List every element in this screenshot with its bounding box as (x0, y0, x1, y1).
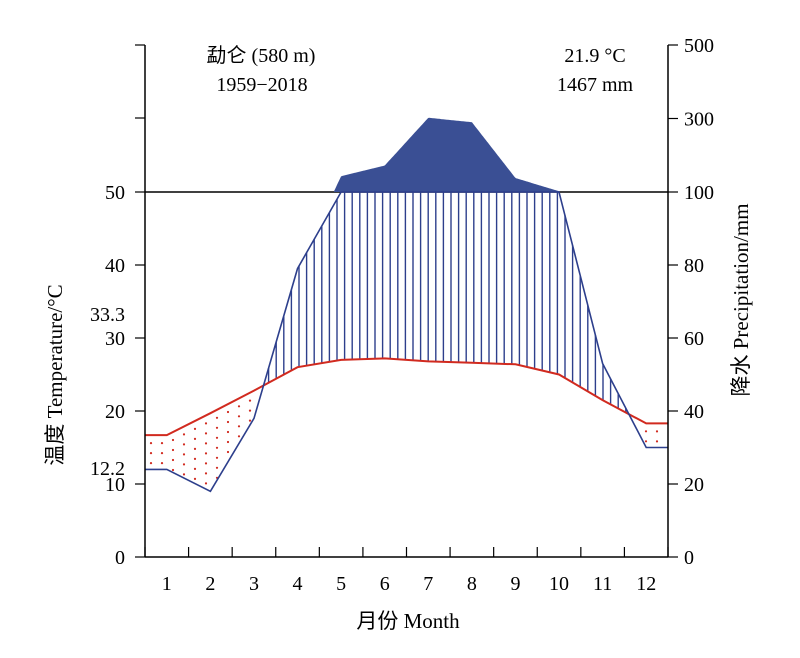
right-tick-label-40: 40 (684, 401, 704, 423)
left-tick-label-12-2: 12.2 (90, 458, 125, 480)
arid-dot-28 (215, 416, 219, 419)
right-tick-label-20: 20 (684, 474, 704, 496)
arid-dot-29 (215, 426, 219, 429)
annual-precipitation-label: 1467 mm (557, 74, 634, 96)
period-label: 1959−2018 (216, 74, 307, 96)
arid-dot-43 (237, 435, 241, 438)
month-label-2: 2 (205, 573, 215, 595)
month-label-10: 10 (549, 573, 569, 595)
arid-dot-4 (160, 452, 164, 455)
arid-dot-6 (171, 438, 175, 442)
precipitation-line (145, 191, 668, 493)
month-label-9: 9 (511, 573, 521, 595)
arid-dot-9 (171, 468, 175, 472)
month-label-6: 6 (380, 573, 390, 595)
arid-dot-25 (204, 462, 208, 465)
arid-dot-41 (237, 415, 241, 418)
arid-dot-0 (149, 442, 153, 445)
left-tick-label-33-3: 33.3 (90, 304, 125, 326)
arid-dot-22 (204, 432, 208, 435)
arid-dot-5 (160, 462, 164, 465)
arid-dot-26 (204, 472, 208, 475)
right-tick-label-300: 300 (684, 109, 714, 131)
arid-dot-44 (248, 399, 252, 402)
left-tick-label-40: 40 (105, 255, 125, 277)
arid-dot-48 (644, 440, 648, 443)
arid-dot-32 (215, 456, 219, 459)
mean-temperature-label: 21.9 °C (564, 45, 625, 67)
month-label-8: 8 (467, 573, 477, 595)
month-label-7: 7 (423, 573, 433, 595)
arid-dot-8 (171, 458, 175, 462)
month-label-5: 5 (336, 573, 346, 595)
series-lines (145, 191, 668, 493)
arid-dot-20 (193, 477, 197, 480)
month-label-12: 12 (636, 573, 656, 595)
arid-dot-12 (182, 453, 186, 456)
arid-dot-14 (182, 473, 186, 476)
arid-dot-40 (237, 405, 241, 408)
month-label-4: 4 (293, 573, 303, 595)
arid-dot-11 (182, 443, 186, 446)
arid-dot-38 (226, 440, 230, 444)
perhumid-fill (334, 117, 559, 192)
arid-dot-35 (226, 410, 230, 414)
arid-dot-39 (226, 450, 230, 454)
left-tick-label-30: 30 (105, 328, 125, 350)
arid-dot-50 (655, 440, 659, 443)
arid-dot-3 (160, 442, 164, 445)
right-tick-label-0: 0 (684, 547, 694, 569)
axes: 1 2 3 4 5 6 7 8 9 10 11 1201012.2203033.34050020406… (90, 35, 714, 595)
arid-dot-24 (204, 452, 208, 455)
month-label-1: 1 (162, 573, 172, 595)
right-axis-title: 降水 Precipitation/mm (729, 203, 753, 396)
arid-dot-46 (248, 419, 252, 422)
right-tick-label-80: 80 (684, 255, 704, 277)
x-axis-title: 月份 Month (356, 609, 460, 633)
month-label-11: 11 (593, 573, 612, 595)
arid-dot-30 (215, 436, 219, 439)
arid-dot-45 (248, 409, 252, 412)
left-axis-title: 温度 Temperature/°C (43, 284, 67, 465)
arid-dot-49 (655, 430, 659, 433)
arid-dot-47 (644, 430, 648, 433)
arid-dot-16 (193, 437, 197, 440)
month-label-3: 3 (249, 573, 259, 595)
arid-dot-33 (215, 466, 219, 469)
arid-dot-21 (204, 422, 208, 425)
right-tick-label-500: 500 (684, 35, 714, 57)
arid-dot-19 (193, 467, 197, 470)
station-label: 勐仑 (580 m) (207, 44, 316, 67)
left-tick-label-50: 50 (105, 182, 125, 204)
arid-dot-17 (193, 447, 197, 450)
arid-dot-23 (204, 442, 208, 445)
arid-dot-7 (171, 448, 175, 452)
arid-dot-1 (149, 452, 153, 455)
arid-dot-13 (182, 463, 186, 466)
right-tick-label-100: 100 (684, 182, 714, 204)
left-tick-label-0: 0 (115, 547, 125, 569)
arid-dot-31 (215, 446, 219, 449)
arid-dot-2 (149, 462, 153, 465)
arid-dot-37 (226, 430, 230, 434)
arid-dot-36 (226, 420, 230, 424)
arid-dot-27 (204, 482, 208, 485)
left-tick-label-10: 10 (105, 474, 125, 496)
plot-fills (149, 117, 659, 485)
arid-dot-10 (182, 433, 186, 436)
arid-dot-15 (193, 427, 197, 430)
arid-dot-18 (193, 457, 197, 460)
temperature-line (145, 357, 668, 437)
arid-dot-42 (237, 425, 241, 428)
right-tick-label-60: 60 (684, 328, 704, 350)
left-tick-label-20: 20 (105, 401, 125, 423)
